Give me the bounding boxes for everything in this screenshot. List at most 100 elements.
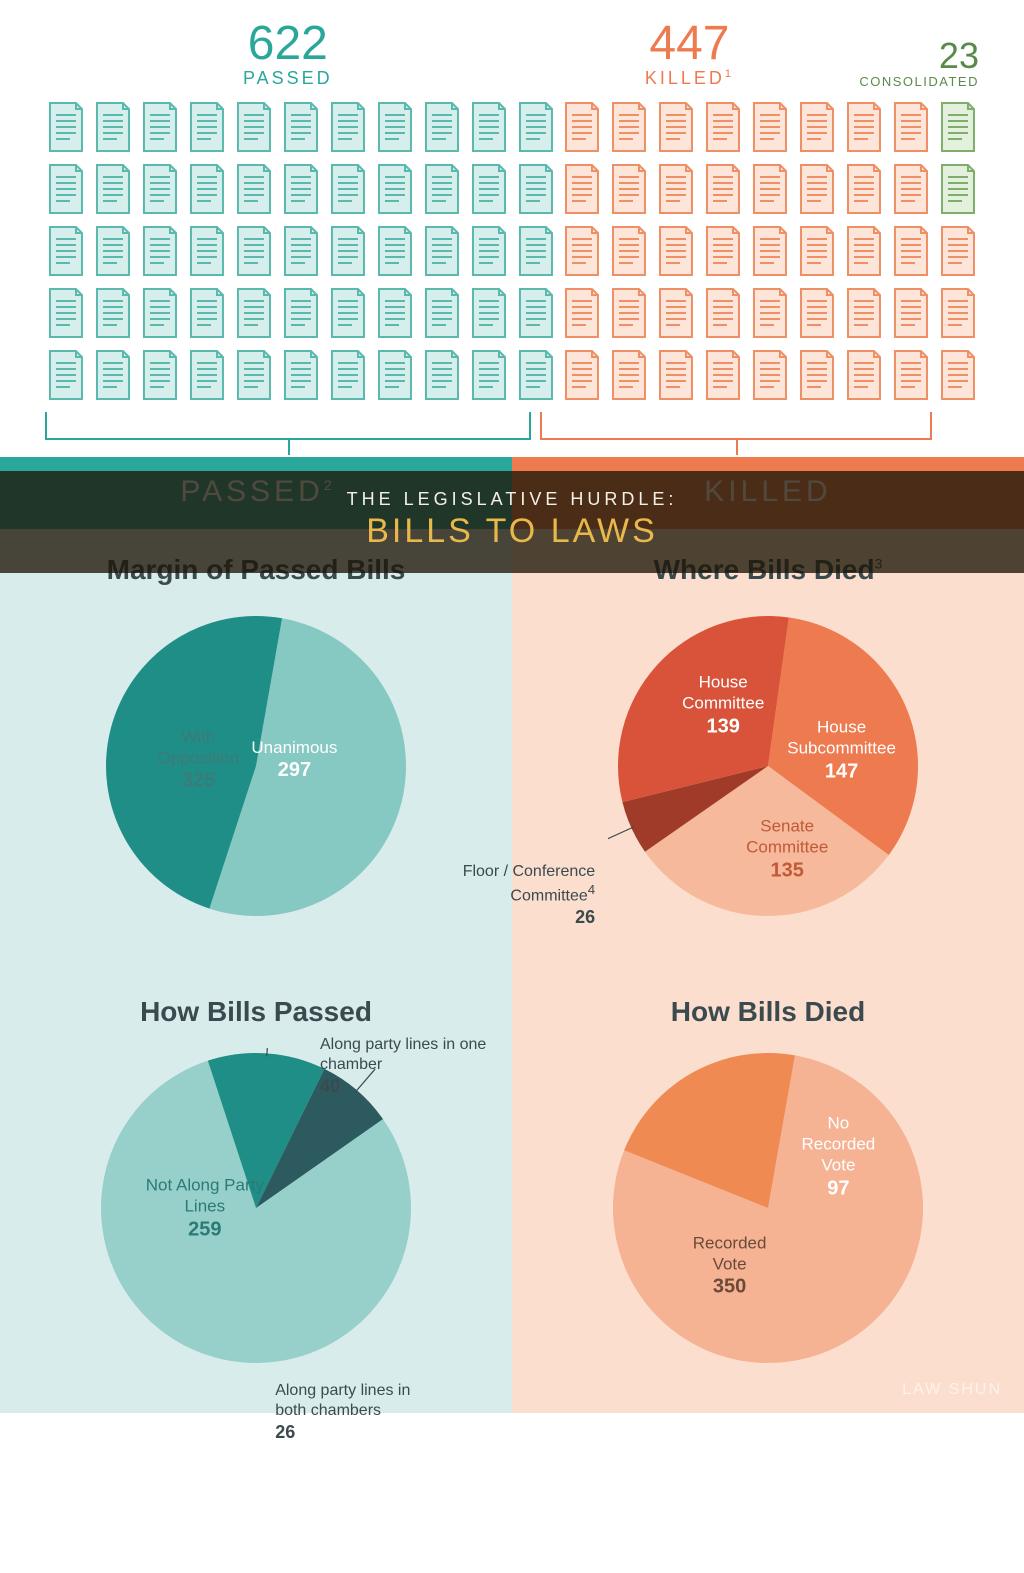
- doc-icon: [186, 287, 228, 344]
- doc-icon: [702, 101, 744, 158]
- doc-icon: [421, 225, 463, 282]
- doc-icon: [468, 287, 510, 344]
- doc-icon: [92, 101, 134, 158]
- pie-external-label: Floor / Conference Committee426: [425, 862, 595, 929]
- doc-icon: [515, 101, 557, 158]
- count-passed: 622 PASSED: [45, 20, 531, 89]
- doc-icon: [374, 287, 416, 344]
- doc-icon: [45, 163, 87, 220]
- doc-icon: [796, 101, 838, 158]
- bracket-killed: [540, 412, 932, 440]
- doc-icon: [843, 225, 885, 282]
- overlay-banner: THE LEGISLATIVE HURDLE: BILLS TO LAWS: [0, 471, 1024, 573]
- doc-icon: [608, 349, 650, 406]
- doc-icon: [796, 163, 838, 220]
- doc-icon: [561, 349, 603, 406]
- doc-icon: [890, 163, 932, 220]
- doc-icon: [468, 225, 510, 282]
- doc-icon: [327, 225, 369, 282]
- count-killed-label: KILLED1: [531, 68, 849, 89]
- doc-icon: [280, 163, 322, 220]
- pie-slice-label: Not Along PartyLines259: [146, 1174, 264, 1242]
- pie-slice-label: HouseCommittee139: [682, 671, 764, 739]
- doc-icon: [233, 225, 275, 282]
- lower-wrap: PASSED2 KILLED Margin of Passed Bills Wi…: [0, 457, 1024, 1413]
- count-consolidated: 23 CONSOLIDATED: [848, 38, 979, 89]
- doc-icon: [608, 225, 650, 282]
- doc-icon: [937, 349, 979, 406]
- doc-icon: [515, 287, 557, 344]
- doc-icon: [139, 163, 181, 220]
- doc-icon: [749, 225, 791, 282]
- doc-icon: [421, 101, 463, 158]
- pie-how-died: RecordedVote350 No RecordedVote97: [608, 1048, 928, 1368]
- doc-icon: [280, 349, 322, 406]
- doc-icon: [45, 225, 87, 282]
- doc-icon: [280, 287, 322, 344]
- doc-icon: [702, 163, 744, 220]
- doc-icon: [139, 287, 181, 344]
- doc-icon: [749, 101, 791, 158]
- panel-where-died: Where Bills Died3 HouseSubcommittee147Se…: [512, 529, 1024, 971]
- doc-icon: [92, 225, 134, 282]
- doc-icon: [468, 101, 510, 158]
- doc-icon: [796, 349, 838, 406]
- panel-how-passed: How Bills Passed Not Along PartyLines259…: [0, 971, 512, 1413]
- bracket-passed: [45, 412, 531, 440]
- doc-icon: [139, 349, 181, 406]
- doc-icon: [561, 287, 603, 344]
- pie-grid-bottom: How Bills Passed Not Along PartyLines259…: [0, 971, 1024, 1413]
- pie-slice-label: No RecordedVote97: [794, 1112, 884, 1201]
- doc-icon: [608, 287, 650, 344]
- doc-icon: [749, 287, 791, 344]
- doc-icon: [702, 349, 744, 406]
- pie-external-label: Along party lines in one chamber40: [320, 1035, 490, 1098]
- doc-icon: [702, 287, 744, 344]
- doc-icon: [561, 163, 603, 220]
- overlay-title: BILLS TO LAWS: [0, 512, 1024, 551]
- doc-icon: [937, 287, 979, 344]
- doc-icon: [655, 225, 697, 282]
- doc-icon: [374, 225, 416, 282]
- doc-icon: [468, 349, 510, 406]
- doc-icon: [608, 101, 650, 158]
- doc-icon: [233, 287, 275, 344]
- doc-icon: [327, 349, 369, 406]
- doc-icon: [421, 349, 463, 406]
- overlay-subtitle: THE LEGISLATIVE HURDLE:: [0, 489, 1024, 510]
- doc-icon: [468, 163, 510, 220]
- doc-icon: [937, 225, 979, 282]
- doc-icon: [843, 101, 885, 158]
- watermark: LAW SHUN: [902, 1381, 1002, 1399]
- pie-slice-label: WithOpposition325: [158, 726, 239, 794]
- brackets: [45, 412, 979, 457]
- doc-icon: [608, 163, 650, 220]
- doc-icon: [139, 225, 181, 282]
- doc-icon: [233, 349, 275, 406]
- doc-icon: [796, 287, 838, 344]
- pie-slice-label: HouseSubcommittee147: [787, 716, 896, 784]
- doc-icon: [374, 101, 416, 158]
- doc-icon: [890, 101, 932, 158]
- doc-icon: [890, 349, 932, 406]
- doc-icon: [45, 349, 87, 406]
- doc-icon: [702, 225, 744, 282]
- doc-icon: [45, 287, 87, 344]
- pie-where-died: HouseSubcommittee147SenateCommittee135Fl…: [608, 606, 928, 926]
- doc-icon: [655, 163, 697, 220]
- doc-icon: [233, 101, 275, 158]
- count-consolidated-label: CONSOLIDATED: [848, 74, 979, 89]
- doc-icon: [796, 225, 838, 282]
- pie-slice-label: RecordedVote350: [693, 1232, 767, 1300]
- doc-icon: [655, 287, 697, 344]
- doc-icon: [374, 163, 416, 220]
- count-passed-label: PASSED: [45, 68, 531, 89]
- doc-icon: [890, 225, 932, 282]
- doc-icon: [515, 349, 557, 406]
- doc-icon: [45, 101, 87, 158]
- doc-icon: [327, 163, 369, 220]
- pie-slice-label: SenateCommittee135: [746, 815, 828, 883]
- doc-icon: [186, 349, 228, 406]
- pie-slice-label: Unanimous297: [251, 736, 337, 782]
- doc-icon: [843, 349, 885, 406]
